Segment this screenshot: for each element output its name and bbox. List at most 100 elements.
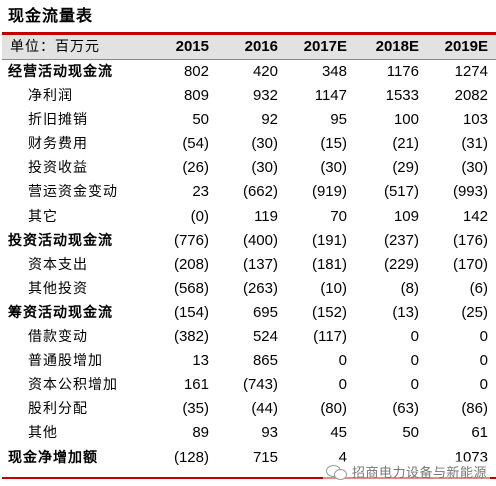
cell-value: (229) <box>383 255 419 273</box>
cell-value: (400) <box>242 231 278 249</box>
cell-value: (517) <box>383 183 419 201</box>
cell-value: 142 <box>462 207 488 225</box>
table-row: 股利分配 (35) (44) (80) (63) (86) <box>2 397 496 421</box>
cell-value: 13 <box>192 352 209 370</box>
cell-value: (8) <box>400 279 419 297</box>
row-label: 净利润 <box>28 88 73 105</box>
table-row: 净利润 809 932 1147 1533 2082 <box>2 84 496 108</box>
cell-value: (21) <box>392 135 419 153</box>
cell-value: (154) <box>173 303 209 321</box>
cell-value: (0) <box>190 207 209 225</box>
cell-value: 4 <box>338 448 347 466</box>
row-label: 折旧摊销 <box>28 112 88 129</box>
cell-value: 100 <box>393 111 419 129</box>
cell-value: (25) <box>461 303 488 321</box>
cell-value: 0 <box>410 328 419 346</box>
cell-value: (10) <box>320 279 347 297</box>
cell-value: 348 <box>321 63 347 80</box>
cell-value: (191) <box>311 231 347 249</box>
watermark: 招商电力设备与新能源 <box>322 461 490 482</box>
cell-value: (263) <box>242 279 278 297</box>
table-row: 折旧摊销 50 92 95 100 103 <box>2 108 496 132</box>
table-row: 资本公积增加 161 (743) 0 0 0 <box>2 373 496 397</box>
cell-value: (30) <box>251 135 278 153</box>
cell-value: 89 <box>192 424 209 442</box>
column-header-2017e: 2017E <box>303 38 347 55</box>
cell-value: 0 <box>338 352 347 370</box>
cell-value: (86) <box>461 400 488 418</box>
cell-value: 109 <box>393 207 419 225</box>
column-header-2016: 2016 <box>244 38 278 55</box>
cell-value: (382) <box>173 328 209 346</box>
table-row: 其他投资 (568) (263) (10) (8) (6) <box>2 277 496 301</box>
row-label: 其它 <box>28 208 58 225</box>
cell-value: 92 <box>261 111 278 129</box>
cell-value: 50 <box>402 424 419 442</box>
cell-value: 2082 <box>454 87 488 105</box>
cell-value: 1274 <box>454 63 488 80</box>
cell-value: 695 <box>252 303 278 321</box>
cell-value: 61 <box>471 424 488 442</box>
cell-value: (30) <box>461 159 488 177</box>
cell-value: (6) <box>469 279 488 297</box>
row-label: 营运资金变动 <box>28 184 118 201</box>
cell-value: (237) <box>383 231 419 249</box>
cell-value: (993) <box>452 183 488 201</box>
cell-value: 865 <box>252 352 278 370</box>
table-row: 筹资活动现金流 (154) 695 (152) (13) (25) <box>2 301 496 325</box>
cell-value: (208) <box>173 255 209 273</box>
cell-value: 0 <box>479 376 488 394</box>
table-title: 现金流量表 <box>8 6 94 25</box>
watermark-text: 招商电力设备与新能源 <box>351 466 487 481</box>
cell-value: (30) <box>320 159 347 177</box>
table-row: 经营活动现金流 802 420 348 1176 1274 <box>2 60 496 84</box>
column-header-2018e: 2018E <box>375 38 419 55</box>
cell-value: (776) <box>173 231 209 249</box>
unit-label: 单位：百万元 <box>10 39 100 55</box>
cell-value: (63) <box>392 400 419 418</box>
table-row: 现金净增加额 (128) 715 4 1073 <box>2 446 496 470</box>
cell-value: (15) <box>320 135 347 153</box>
row-label: 其他 <box>28 425 58 442</box>
table-row: 营运资金变动 23 (662) (919) (517) (993) <box>2 180 496 204</box>
cell-value: (662) <box>242 183 278 201</box>
table-row: 投资活动现金流 (776) (400) (191) (237) (176) <box>2 229 496 253</box>
cell-value: (152) <box>311 303 347 321</box>
cell-value: 0 <box>479 352 488 370</box>
cell-value: 0 <box>410 376 419 394</box>
cell-value: 809 <box>183 87 209 105</box>
cell-value: (181) <box>311 255 347 273</box>
cell-value: 45 <box>330 424 347 442</box>
cell-value: 1147 <box>314 87 347 105</box>
cell-value: 420 <box>252 63 278 80</box>
row-label: 投资活动现金流 <box>8 232 113 249</box>
cell-value: 93 <box>261 424 278 442</box>
table-row: 投资收益 (26) (30) (30) (29) (30) <box>2 156 496 180</box>
table-row: 借款变动 (382) 524 (117) 0 0 <box>2 325 496 349</box>
cell-value: 0 <box>338 376 347 394</box>
cell-value: (54) <box>182 135 209 153</box>
row-label: 借款变动 <box>28 329 88 346</box>
cell-value: (128) <box>173 448 209 466</box>
cell-value: (568) <box>173 279 209 297</box>
cell-value: (919) <box>311 183 347 201</box>
cell-value: (117) <box>313 328 347 346</box>
cell-value: 802 <box>183 63 209 80</box>
table-row: 资本支出 (208) (137) (181) (229) (170) <box>2 253 496 277</box>
table-row: 普通股增加 13 865 0 0 0 <box>2 349 496 373</box>
row-label: 经营活动现金流 <box>8 64 113 80</box>
row-label: 投资收益 <box>28 160 88 177</box>
row-label: 普通股增加 <box>28 353 103 370</box>
row-label: 筹资活动现金流 <box>8 304 113 321</box>
table-row: 财务费用 (54) (30) (15) (21) (31) <box>2 132 496 156</box>
cell-value: (13) <box>392 303 419 321</box>
cell-value: 50 <box>192 111 209 129</box>
cell-value: 1176 <box>386 63 419 80</box>
cell-value: (743) <box>242 376 278 394</box>
row-label: 资本支出 <box>28 256 88 273</box>
cell-value: 23 <box>192 183 209 201</box>
cell-value: (44) <box>251 400 278 418</box>
cell-value: 0 <box>479 328 488 346</box>
cell-value: (30) <box>251 159 278 177</box>
row-label: 其他投资 <box>28 280 88 297</box>
